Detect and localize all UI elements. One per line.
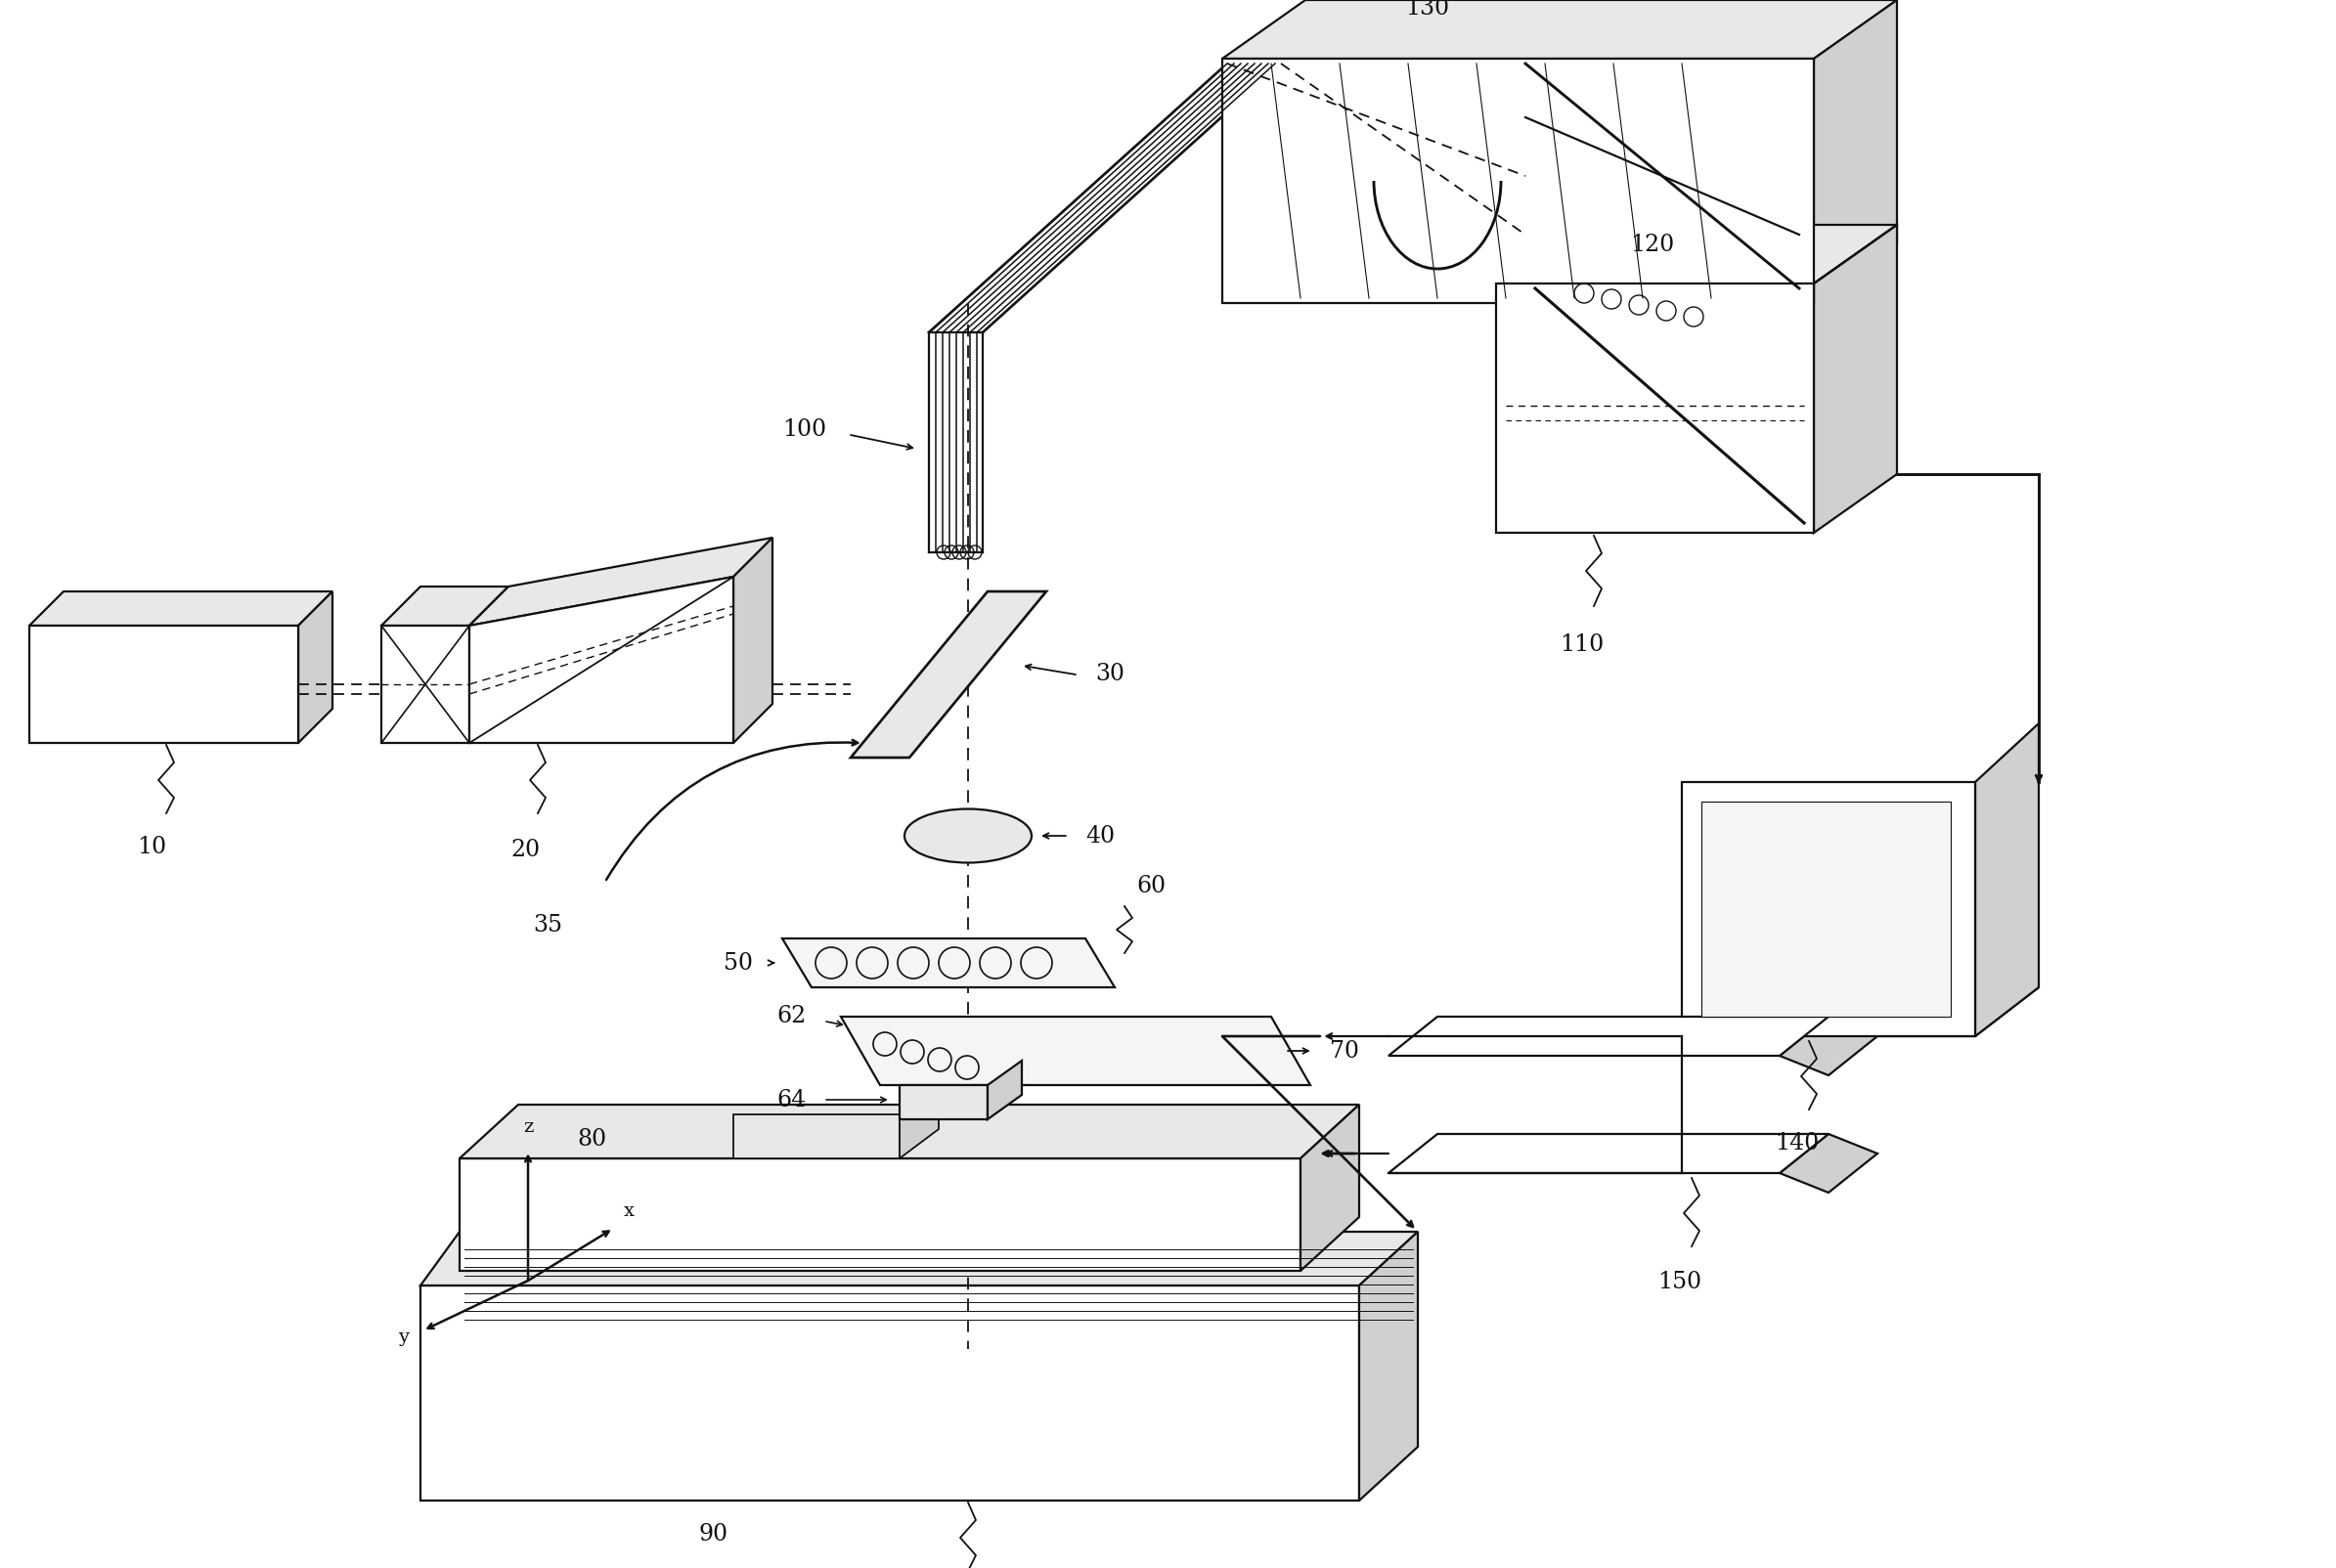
Polygon shape <box>988 1060 1021 1120</box>
Polygon shape <box>381 626 470 743</box>
Text: 50: 50 <box>724 952 752 974</box>
Polygon shape <box>420 1286 1360 1501</box>
Polygon shape <box>783 939 1114 988</box>
Text: 130: 130 <box>1406 0 1451 19</box>
Polygon shape <box>470 586 509 743</box>
Text: 70: 70 <box>1329 1040 1360 1062</box>
Polygon shape <box>470 538 773 626</box>
Text: 150: 150 <box>1659 1270 1703 1294</box>
Polygon shape <box>899 1115 939 1159</box>
Text: x: x <box>624 1203 635 1220</box>
Polygon shape <box>420 1232 1418 1286</box>
Polygon shape <box>850 591 1047 757</box>
Polygon shape <box>1388 1134 1829 1173</box>
Polygon shape <box>460 1159 1301 1270</box>
Text: 90: 90 <box>698 1523 729 1546</box>
Polygon shape <box>1780 1134 1878 1193</box>
Ellipse shape <box>904 809 1033 862</box>
Text: 140: 140 <box>1775 1132 1820 1154</box>
Polygon shape <box>1360 1232 1418 1501</box>
Text: 35: 35 <box>533 914 563 936</box>
Text: z: z <box>523 1118 533 1135</box>
Polygon shape <box>1701 801 1951 1016</box>
Polygon shape <box>1222 0 1897 58</box>
Text: y: y <box>397 1328 409 1345</box>
Text: 60: 60 <box>1135 875 1166 897</box>
Polygon shape <box>734 538 773 743</box>
Polygon shape <box>1682 782 1976 1036</box>
Polygon shape <box>1780 1016 1878 1076</box>
Text: 40: 40 <box>1086 825 1114 847</box>
Polygon shape <box>899 1085 988 1120</box>
Polygon shape <box>734 1115 899 1159</box>
Polygon shape <box>1495 284 1813 533</box>
Text: 120: 120 <box>1631 234 1675 256</box>
Polygon shape <box>1682 988 2039 1036</box>
Polygon shape <box>381 586 509 626</box>
Polygon shape <box>299 591 332 743</box>
Polygon shape <box>1495 224 1897 284</box>
Polygon shape <box>30 626 299 743</box>
Text: 30: 30 <box>1096 663 1124 685</box>
Text: 80: 80 <box>577 1127 607 1149</box>
Polygon shape <box>841 1016 1310 1085</box>
Text: 64: 64 <box>778 1088 806 1112</box>
Text: 62: 62 <box>778 1005 806 1029</box>
Polygon shape <box>1976 723 2039 1036</box>
Polygon shape <box>1813 224 1897 533</box>
Text: 100: 100 <box>783 419 827 441</box>
Polygon shape <box>1222 58 1813 303</box>
Text: 10: 10 <box>138 836 166 858</box>
Polygon shape <box>1388 1016 1829 1055</box>
Polygon shape <box>470 577 734 743</box>
Polygon shape <box>1813 0 1897 303</box>
Polygon shape <box>1301 1104 1360 1270</box>
Text: 110: 110 <box>1560 633 1605 655</box>
Polygon shape <box>30 591 332 626</box>
Text: 20: 20 <box>512 839 542 861</box>
Polygon shape <box>460 1104 1360 1159</box>
